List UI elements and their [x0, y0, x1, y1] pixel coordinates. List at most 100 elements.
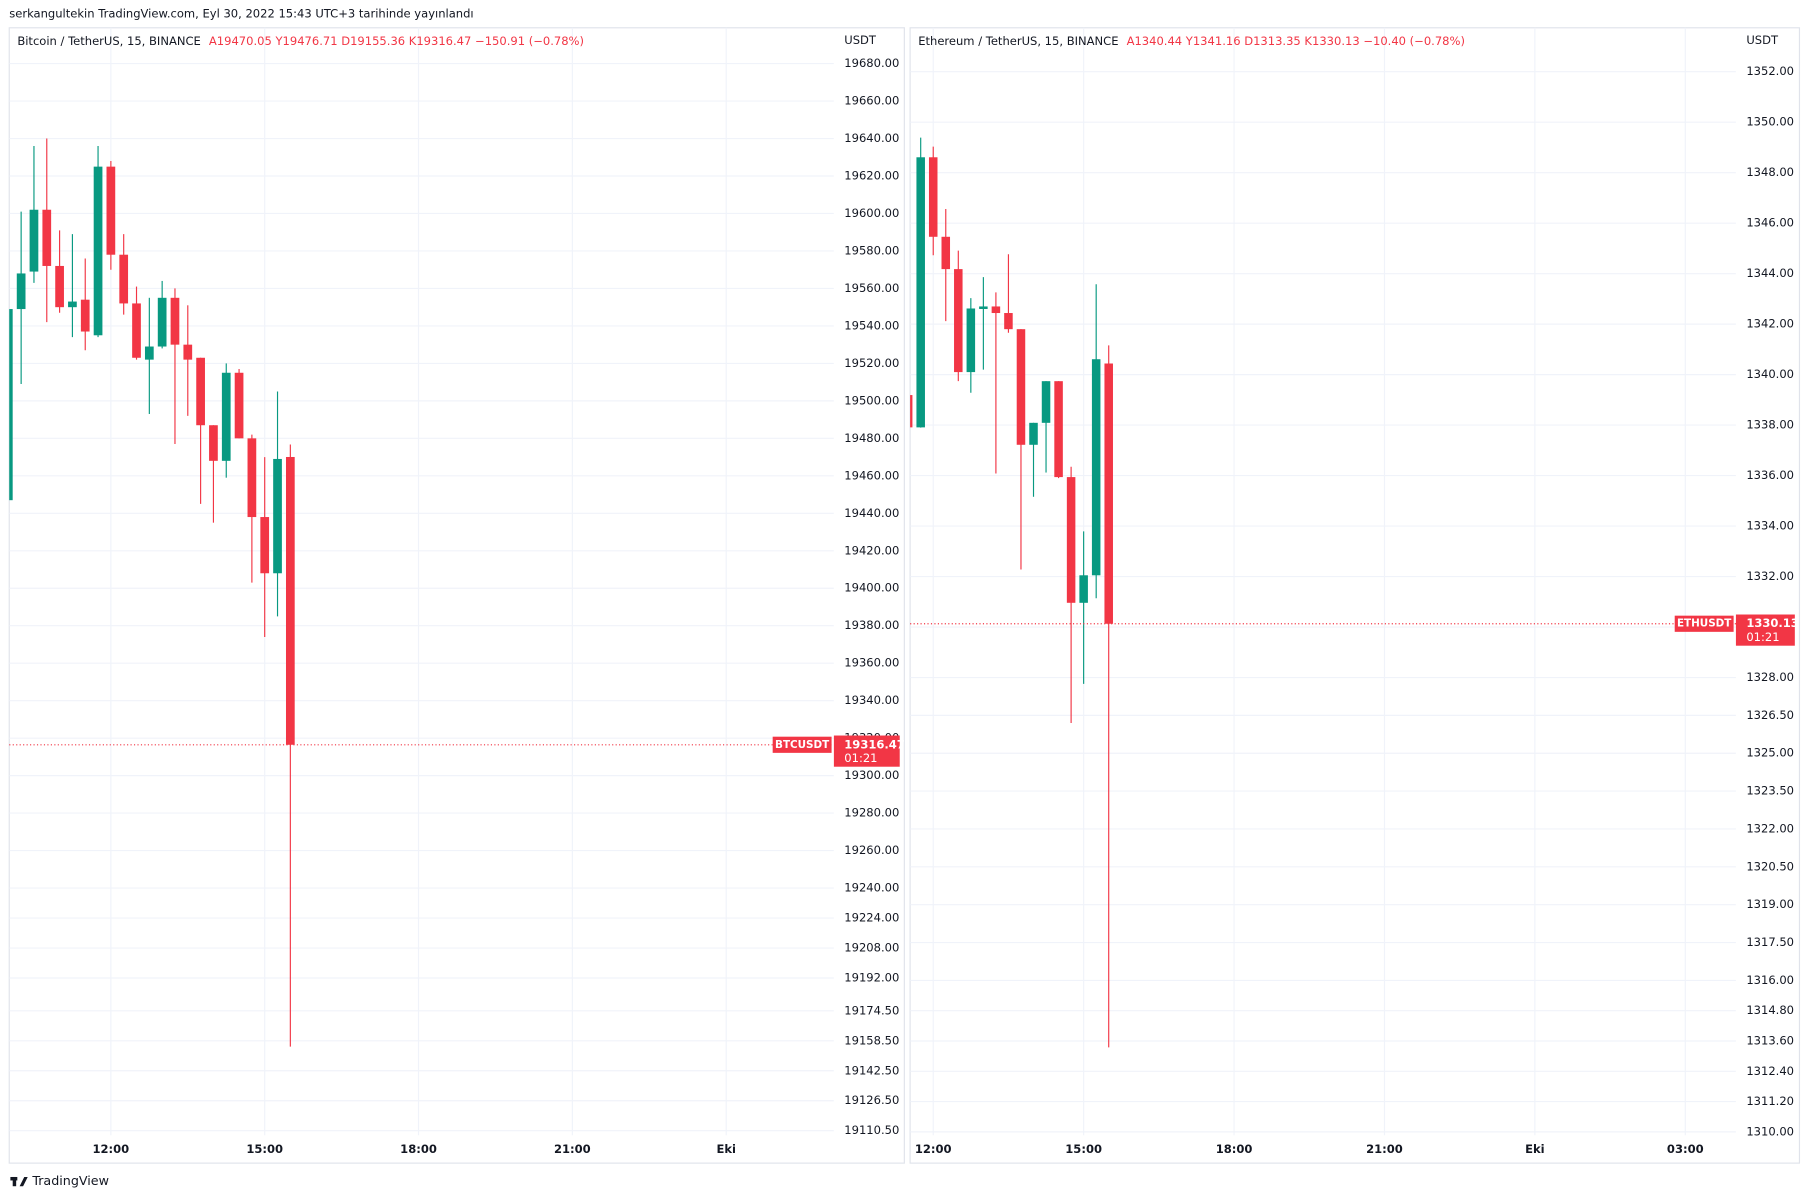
- y-tick-label: 19208.00: [844, 941, 899, 955]
- y-axis-unit: USDT: [844, 33, 877, 47]
- y-tick-label: 19440.00: [844, 506, 899, 520]
- candle-body: [260, 517, 270, 574]
- y-tick-label: 19280.00: [844, 806, 899, 820]
- y-tick-label: 19660.00: [844, 94, 899, 108]
- candle-body: [80, 299, 90, 332]
- candle-body: [16, 273, 26, 310]
- y-tick-label: 1310.00: [1746, 1124, 1794, 1138]
- chart-panel: 1352.00 1350.00 1348.00 1346.00 1344.00 1342.…: [909, 27, 1801, 1164]
- y-tick-label: 19300.00: [844, 768, 899, 782]
- candle-body: [9, 309, 13, 501]
- plot-area: [9, 27, 834, 1136]
- symbol-tag: [772, 736, 832, 753]
- countdown-text: 01:21: [844, 751, 877, 765]
- brand-logo: [10, 1176, 28, 1187]
- candle-body: [916, 157, 925, 428]
- candle-body: [221, 372, 231, 461]
- candle-body: [234, 372, 244, 439]
- ohlc-text: A1340.44 Y1341.16 D1313.35 K1330.13 −10.…: [1127, 34, 1465, 48]
- y-tick-label: 19680.00: [844, 56, 899, 70]
- candle-body: [1041, 381, 1051, 423]
- header-text: serkangultekin TradingView.com, Eyl 30, …: [9, 6, 473, 20]
- candle-body: [209, 425, 218, 461]
- y-tick-label: 19360.00: [844, 656, 899, 670]
- y-tick-label: 19400.00: [844, 581, 899, 595]
- x-tick-label: 21:00: [554, 1142, 591, 1156]
- y-tick-label: 19580.00: [844, 243, 899, 257]
- y-tick-label: 19192.00: [844, 971, 899, 985]
- y-tick-label: 19260.00: [844, 843, 899, 857]
- y-tick-label: 19224.00: [844, 911, 899, 925]
- symbol-tag-text: ETHUSDT: [1677, 618, 1732, 630]
- y-tick-label: 1332.00: [1746, 569, 1794, 583]
- y-tick-label: 19380.00: [844, 618, 899, 632]
- y-tick-label: 19420.00: [844, 543, 899, 557]
- y-tick-label: 19600.00: [844, 206, 899, 220]
- y-tick-label: 19158.50: [844, 1033, 899, 1047]
- y-tick-label: 1312.40: [1746, 1064, 1794, 1078]
- candle-body: [1004, 313, 1013, 330]
- y-tick-label: 1334.00: [1746, 519, 1794, 533]
- candle-body: [106, 166, 116, 255]
- y-tick-label: 19460.00: [844, 468, 899, 482]
- y-tick-label: 1344.00: [1746, 266, 1794, 280]
- y-tick-label: 1328.00: [1746, 670, 1794, 684]
- candle-body: [954, 269, 963, 373]
- symbol-tag: [1674, 615, 1734, 632]
- ohlc-text: A19470.05 Y19476.71 D19155.36 K19316.47 …: [209, 34, 584, 48]
- y-tick-label: 1317.50: [1746, 935, 1794, 949]
- plot-area: [910, 27, 1736, 1136]
- y-tick-label: 19620.00: [844, 169, 899, 183]
- candle-body: [1066, 477, 1076, 603]
- y-tick-label: 19126.50: [844, 1093, 899, 1107]
- y-tick-label: 1325.00: [1746, 746, 1794, 760]
- candle-body: [93, 166, 103, 336]
- price-tag-text: 1330.13: [1746, 616, 1799, 630]
- y-tick-label: 1322.00: [1746, 821, 1794, 835]
- candle-body: [132, 303, 141, 358]
- chart-title: Ethereum / TetherUS, 15, BINANCE: [918, 34, 1118, 48]
- candle-body: [170, 297, 180, 345]
- y-tick-label: 1314.80: [1746, 1003, 1794, 1017]
- candle-body: [68, 301, 77, 308]
- x-tick-label: Eki: [1525, 1142, 1545, 1156]
- y-tick-label: 1348.00: [1746, 165, 1794, 179]
- y-tick-label: 1320.50: [1746, 859, 1794, 873]
- candle-body: [941, 236, 951, 270]
- candle-body: [144, 346, 154, 360]
- y-tick-label: 1350.00: [1746, 115, 1794, 129]
- candle-body: [1079, 575, 1088, 603]
- symbol-tag-text: BTCUSDT: [775, 739, 830, 751]
- candle-body: [928, 157, 938, 237]
- y-tick-label: 1340.00: [1746, 367, 1794, 381]
- x-tick-label: 18:00: [1216, 1142, 1253, 1156]
- y-tick-label: 1313.60: [1746, 1034, 1794, 1048]
- y-tick-label: 1326.50: [1746, 708, 1794, 722]
- y-tick-label: 1323.50: [1746, 784, 1794, 798]
- candle-body: [196, 357, 205, 426]
- price-tag: [833, 735, 900, 767]
- countdown-text: 01:21: [1746, 630, 1779, 644]
- candle-body: [1091, 359, 1101, 576]
- panel-border: [909, 27, 1801, 1164]
- y-tick-label: 19540.00: [844, 318, 899, 332]
- candle-body: [119, 254, 129, 304]
- y-tick-label: 1346.00: [1746, 216, 1794, 230]
- y-tick-label: 1311.20: [1746, 1094, 1794, 1108]
- y-tick-label: 19520.00: [844, 356, 899, 370]
- x-tick-label: 15:00: [246, 1142, 283, 1156]
- candle-body: [1104, 363, 1113, 624]
- candle-body: [157, 297, 167, 347]
- candle-body: [285, 456, 295, 745]
- candle-body: [1054, 381, 1063, 478]
- y-tick-label: 19640.00: [844, 131, 899, 145]
- candle-body: [273, 458, 282, 574]
- panel-border: [8, 27, 905, 1164]
- y-tick-label: 1336.00: [1746, 468, 1794, 482]
- y-tick-label: 19142.50: [844, 1063, 899, 1077]
- candle-body: [247, 438, 257, 518]
- candle-body: [1029, 422, 1038, 445]
- y-tick-label: 1316.00: [1746, 973, 1794, 987]
